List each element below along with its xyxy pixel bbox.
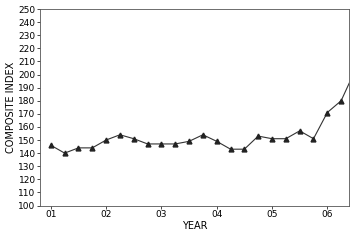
X-axis label: YEAR: YEAR [182, 221, 207, 232]
Y-axis label: COMPOSITE INDEX: COMPOSITE INDEX [6, 62, 16, 153]
